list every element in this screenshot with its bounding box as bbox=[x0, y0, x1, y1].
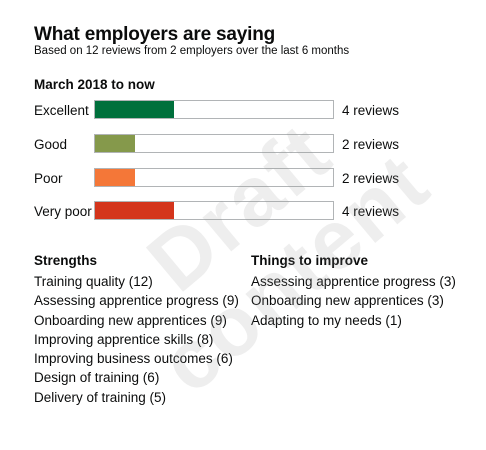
strength-item: Onboarding new apprentices (9) bbox=[34, 312, 227, 328]
strengths-heading: Strengths bbox=[34, 253, 98, 268]
rating-row-good: Good 2 reviews bbox=[34, 134, 454, 156]
rating-count: 2 reviews bbox=[342, 171, 400, 186]
rating-bar-track bbox=[94, 201, 334, 220]
rating-bar-track bbox=[94, 100, 334, 119]
strengths-list: Training quality (12) Assessing apprenti… bbox=[34, 272, 239, 407]
rating-label: Good bbox=[34, 137, 68, 152]
rating-bar-track bbox=[94, 168, 334, 187]
strength-item: Assessing apprentice progress (9) bbox=[34, 293, 239, 309]
strength-item: Improving business outcomes (6) bbox=[34, 351, 233, 367]
strength-item: Training quality (12) bbox=[34, 274, 153, 289]
improve-item: Adapting to my needs (1) bbox=[251, 312, 402, 328]
improve-item: Onboarding new apprentices (3) bbox=[251, 293, 444, 309]
improve-heading: Things to improve bbox=[251, 253, 369, 268]
employer-feedback-panel: What employers are saying Based on 12 re… bbox=[34, 24, 456, 411]
strength-item: Improving apprentice skills (8) bbox=[34, 331, 214, 347]
rating-count: 2 reviews bbox=[342, 137, 400, 152]
panel-title: What employers are saying bbox=[34, 24, 276, 45]
improve-list: Assessing apprentice progress (3) Onboar… bbox=[251, 272, 456, 330]
rating-label: Very poor bbox=[34, 204, 92, 219]
rating-bar-fill bbox=[95, 135, 136, 152]
rating-row-poor: Poor 2 reviews bbox=[34, 168, 454, 190]
rating-bar-fill bbox=[95, 101, 174, 118]
strength-item: Delivery of training (5) bbox=[34, 389, 167, 405]
rating-bar-fill bbox=[95, 169, 136, 186]
rating-label: Poor bbox=[34, 171, 63, 186]
rating-bar-fill bbox=[95, 202, 174, 219]
rating-bar-track bbox=[94, 134, 334, 153]
rating-row-very-poor: Very poor 4 reviews bbox=[34, 201, 454, 223]
strength-item: Design of training (6) bbox=[34, 370, 160, 386]
improve-item: Assessing apprentice progress (3) bbox=[251, 274, 456, 289]
period-heading: March 2018 to now bbox=[34, 77, 155, 92]
panel-subtitle: Based on 12 reviews from 2 employers ove… bbox=[34, 45, 350, 57]
rating-label: Excellent bbox=[34, 103, 89, 118]
rating-count: 4 reviews bbox=[342, 204, 400, 219]
rating-count: 4 reviews bbox=[342, 103, 400, 118]
rating-row-excellent: Excellent 4 reviews bbox=[34, 100, 454, 122]
